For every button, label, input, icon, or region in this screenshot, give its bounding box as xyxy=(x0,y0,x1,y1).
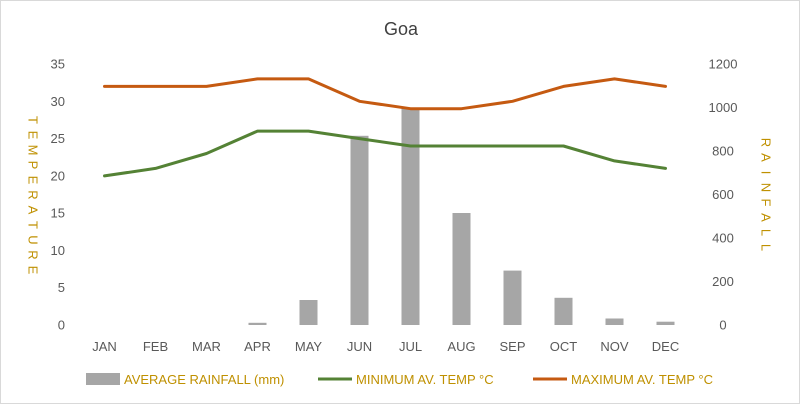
left-axis-label-letter: E xyxy=(26,131,41,140)
right-axis-label-letter: L xyxy=(759,229,774,236)
right-axis-label: RAINFALL xyxy=(759,138,774,251)
x-tick-label: JAN xyxy=(92,339,117,354)
legend: AVERAGE RAINFALL (mm) MINIMUM AV. TEMP °C… xyxy=(86,372,713,387)
rainfall-bar-nov xyxy=(605,318,624,325)
legend-label: MINIMUM AV. TEMP °C xyxy=(356,372,494,387)
rainfall-bar-sep xyxy=(503,270,522,325)
left-axis-label-letter: E xyxy=(26,176,41,185)
left-tick-label: 35 xyxy=(51,57,65,72)
legend-item: AVERAGE RAINFALL (mm) xyxy=(86,372,284,387)
rainfall-bar-may xyxy=(299,300,318,325)
x-tick-label: MAY xyxy=(295,339,323,354)
legend-label: AVERAGE RAINFALL (mm) xyxy=(124,372,284,387)
rainfall-bar-jul xyxy=(401,107,420,325)
rainfall-bar-oct xyxy=(554,297,573,325)
left-axis-label-letter: U xyxy=(26,235,41,244)
x-tick-label: JUL xyxy=(399,339,422,354)
x-tick-label: FEB xyxy=(143,339,168,354)
left-axis-label-letter: R xyxy=(26,250,41,259)
x-tick-label: AUG xyxy=(447,339,475,354)
legend-item: MAXIMUM AV. TEMP °C xyxy=(533,372,713,387)
right-axis-label-letter: R xyxy=(759,138,774,147)
legend-item: MINIMUM AV. TEMP °C xyxy=(318,372,494,387)
right-tick-label: 400 xyxy=(712,231,734,246)
left-axis-label-letter: P xyxy=(26,161,41,170)
left-axis-label-letter: A xyxy=(26,206,41,215)
right-tick-label: 0 xyxy=(719,318,726,333)
right-tick-label: 600 xyxy=(712,187,734,202)
right-tick-label: 800 xyxy=(712,144,734,159)
left-tick-label: 0 xyxy=(58,318,65,333)
x-axis-ticks: JAN FEB MAR APR MAY JUN JUL AUG SEP OCT NOV DEC xyxy=(92,339,679,354)
right-axis-label-letter: I xyxy=(759,171,774,175)
right-axis-label-letter: F xyxy=(759,199,774,207)
x-tick-label: APR xyxy=(244,339,271,354)
x-tick-label: SEP xyxy=(499,339,525,354)
rainfall-bar-jun xyxy=(350,135,369,325)
x-tick-label: MAR xyxy=(192,339,221,354)
maximum-temp-line xyxy=(103,77,667,111)
left-tick-label: 25 xyxy=(51,131,65,146)
left-tick-label: 10 xyxy=(51,243,65,258)
right-tick-label: 1000 xyxy=(709,100,738,115)
x-tick-label: NOV xyxy=(600,339,629,354)
x-tick-label: DEC xyxy=(652,339,679,354)
left-axis-label-letter: R xyxy=(26,190,41,199)
right-tick-label: 1200 xyxy=(709,57,738,72)
right-axis-label-letter: N xyxy=(759,183,774,192)
legend-label: MAXIMUM AV. TEMP °C xyxy=(571,372,713,387)
left-tick-label: 15 xyxy=(51,206,65,221)
x-tick-label: OCT xyxy=(550,339,578,354)
x-tick-label: JUN xyxy=(347,339,372,354)
left-axis-label-letter: T xyxy=(26,116,41,124)
right-axis-label-letter: L xyxy=(759,244,774,251)
rainfall-bar-dec xyxy=(656,321,675,325)
minimum-temp-line xyxy=(103,129,667,178)
left-tick-label: 5 xyxy=(58,280,65,295)
left-axis-label-letter: M xyxy=(26,145,41,156)
rainfall-bar-apr xyxy=(248,322,267,325)
chart-title: Goa xyxy=(384,19,419,39)
temperature-lines xyxy=(103,77,667,178)
left-tick-label: 20 xyxy=(51,168,65,183)
right-tick-label: 200 xyxy=(712,274,734,289)
rainfall-bar-aug xyxy=(452,213,471,325)
left-tick-label: 30 xyxy=(51,94,65,109)
left-axis-ticks: 0 5 10 15 20 25 30 35 xyxy=(51,57,65,333)
legend-swatch xyxy=(86,373,120,385)
rainfall-bars xyxy=(248,107,675,325)
left-axis-label-letter: T xyxy=(26,221,41,229)
right-axis-ticks: 0 200 400 600 800 1000 1200 xyxy=(709,57,738,333)
right-axis-label-letter: A xyxy=(759,153,774,162)
left-axis-label-letter: E xyxy=(26,266,41,275)
right-axis-label-letter: A xyxy=(759,213,774,222)
